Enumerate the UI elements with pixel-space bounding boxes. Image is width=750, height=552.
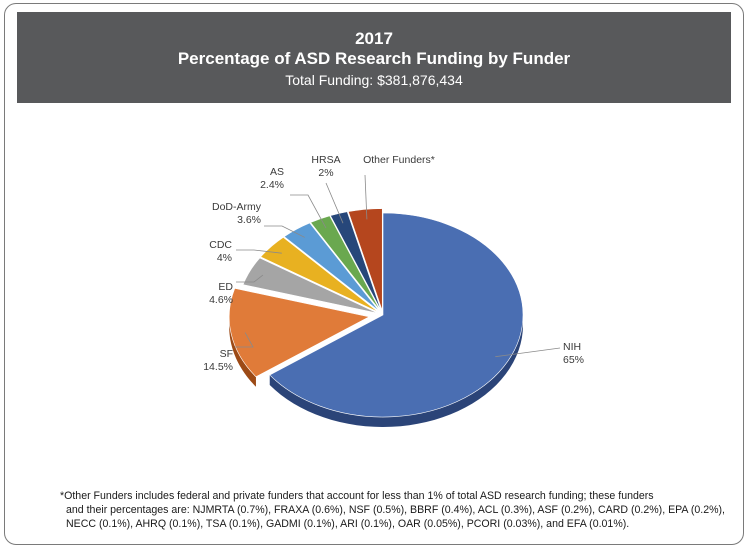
title-banner: 2017 Percentage of ASD Research Funding … xyxy=(17,12,731,103)
slice-name-label-cdc: CDC xyxy=(209,239,232,251)
chart-title: Percentage of ASD Research Funding by Fu… xyxy=(177,49,571,68)
slice-percent-label-nih: 65% xyxy=(563,354,584,366)
leader-line-sf xyxy=(235,332,254,348)
slice-percent-label-hrsa: 2% xyxy=(318,167,333,179)
leader-line-ed xyxy=(236,274,264,283)
pie-slice-cdc xyxy=(260,236,379,313)
footnote-line-1: *Other Funders includes federal and priv… xyxy=(60,490,654,502)
pie-slice-dod-army xyxy=(283,222,380,312)
slice-name-label-nih: NIH xyxy=(563,341,581,353)
total-funding: Total Funding: $381,876,434 xyxy=(285,72,463,88)
slice-percent-label-cdc: 4% xyxy=(217,252,232,264)
slice-name-label-sf: SF xyxy=(220,348,233,360)
slice-name-label-ed: ED xyxy=(218,281,233,293)
pie-slice-nih xyxy=(269,212,524,418)
slice-name-label-hrsa: HRSA xyxy=(311,154,340,166)
leader-line-other-funders xyxy=(364,174,368,220)
slice-name-label-other-funders: Other Funders* xyxy=(363,154,435,166)
slice-percent-label-ed: 4.6% xyxy=(209,294,233,306)
pie-slice-sf xyxy=(228,288,371,378)
leader-line-nih xyxy=(495,347,561,358)
slice-percent-label-as: 2.4% xyxy=(260,179,284,191)
pie-slice-ed xyxy=(242,257,378,314)
pie-depth-group xyxy=(229,315,523,427)
chart-year: 2017 xyxy=(355,29,393,48)
slice-percent-label-dod-army: 3.6% xyxy=(237,214,261,226)
pie-slice-other-funders xyxy=(347,208,383,311)
footnote-line-3: NECC (0.1%), AHRQ (0.1%), TSA (0.1%), GA… xyxy=(66,518,630,530)
slice-name-label-dod-army: DoD-Army xyxy=(212,201,262,213)
leader-line-as xyxy=(290,194,327,229)
footnote: *Other Funders includes federal and priv… xyxy=(60,489,725,531)
pie-slice-side-sf xyxy=(229,316,256,387)
leader-line-dod-army xyxy=(264,225,305,238)
leader-line-cdc xyxy=(236,249,282,254)
pie-slice-as xyxy=(310,215,381,312)
slice-name-label-as: AS xyxy=(270,166,284,178)
leader-line-hrsa xyxy=(325,182,344,224)
footnote-line-2: and their percentages are: NJMRTA (0.7%)… xyxy=(66,504,725,516)
slice-percent-label-sf: 14.5% xyxy=(203,361,233,373)
